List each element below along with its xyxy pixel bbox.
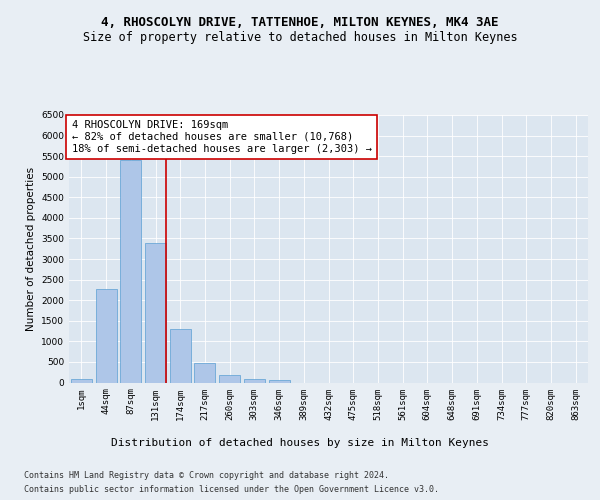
Bar xyxy=(145,244,166,382)
Y-axis label: Number of detached properties: Number of detached properties xyxy=(26,166,35,331)
Text: Contains public sector information licensed under the Open Government Licence v3: Contains public sector information licen… xyxy=(24,484,439,494)
Bar xyxy=(170,328,191,382)
Bar xyxy=(120,160,141,382)
Bar xyxy=(194,362,215,382)
Text: 4 RHOSCOLYN DRIVE: 169sqm
← 82% of detached houses are smaller (10,768)
18% of s: 4 RHOSCOLYN DRIVE: 169sqm ← 82% of detac… xyxy=(71,120,371,154)
Bar xyxy=(244,379,265,382)
Bar xyxy=(95,288,116,382)
Text: 4, RHOSCOLYN DRIVE, TATTENHOE, MILTON KEYNES, MK4 3AE: 4, RHOSCOLYN DRIVE, TATTENHOE, MILTON KE… xyxy=(101,16,499,29)
Text: Size of property relative to detached houses in Milton Keynes: Size of property relative to detached ho… xyxy=(83,31,517,44)
Bar xyxy=(269,380,290,382)
Text: Distribution of detached houses by size in Milton Keynes: Distribution of detached houses by size … xyxy=(111,438,489,448)
Text: Contains HM Land Registry data © Crown copyright and database right 2024.: Contains HM Land Registry data © Crown c… xyxy=(24,472,389,480)
Bar xyxy=(71,380,92,382)
Bar xyxy=(219,375,240,382)
